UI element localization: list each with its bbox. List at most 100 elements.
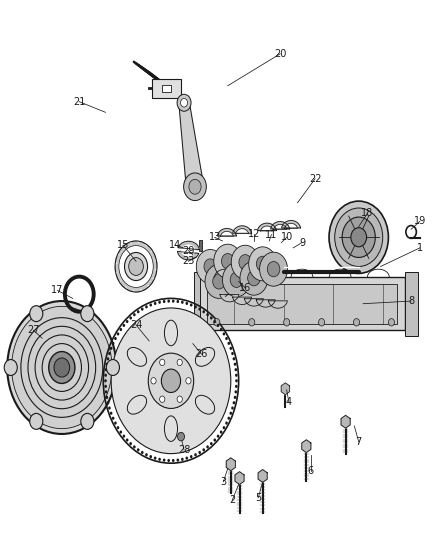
Circle shape (196, 249, 224, 284)
Circle shape (129, 442, 132, 445)
Circle shape (184, 173, 206, 200)
Circle shape (227, 342, 230, 345)
Polygon shape (143, 285, 148, 290)
Circle shape (104, 379, 107, 382)
Circle shape (335, 208, 383, 266)
Polygon shape (121, 248, 126, 251)
Polygon shape (271, 222, 290, 229)
Polygon shape (117, 271, 120, 276)
Polygon shape (136, 241, 140, 245)
Text: 23: 23 (182, 256, 194, 266)
Circle shape (217, 324, 219, 327)
Circle shape (227, 417, 230, 420)
Polygon shape (235, 472, 244, 484)
Circle shape (137, 448, 140, 451)
Circle shape (235, 379, 238, 382)
Circle shape (120, 328, 122, 331)
Circle shape (145, 305, 148, 309)
Text: 2: 2 (229, 495, 235, 505)
Circle shape (114, 422, 117, 425)
Polygon shape (119, 248, 124, 254)
Circle shape (154, 302, 156, 305)
Polygon shape (281, 383, 290, 394)
Circle shape (126, 320, 128, 323)
Circle shape (159, 359, 165, 366)
Ellipse shape (164, 320, 177, 346)
Bar (194, 272, 200, 336)
Circle shape (177, 94, 191, 111)
Polygon shape (132, 241, 136, 245)
Circle shape (230, 347, 232, 350)
Circle shape (141, 308, 144, 311)
Polygon shape (128, 243, 133, 246)
Circle shape (104, 374, 107, 377)
Polygon shape (177, 251, 199, 260)
Circle shape (7, 301, 117, 434)
Circle shape (167, 300, 170, 303)
Circle shape (177, 432, 184, 441)
Polygon shape (140, 241, 144, 246)
Circle shape (389, 319, 395, 326)
Circle shape (54, 358, 70, 377)
Ellipse shape (195, 395, 215, 414)
Text: 24: 24 (130, 320, 142, 330)
Circle shape (206, 445, 209, 448)
Polygon shape (124, 243, 129, 248)
Circle shape (159, 396, 165, 402)
Text: 11: 11 (265, 230, 278, 240)
Polygon shape (258, 470, 267, 482)
Circle shape (230, 272, 243, 287)
Polygon shape (153, 262, 157, 266)
Circle shape (186, 377, 191, 384)
Polygon shape (233, 226, 251, 233)
Circle shape (110, 411, 113, 415)
Text: 28: 28 (178, 445, 190, 455)
Text: 18: 18 (361, 208, 374, 219)
Text: 5: 5 (255, 492, 261, 503)
Circle shape (260, 252, 288, 286)
Bar (199, 240, 202, 251)
Circle shape (234, 362, 237, 366)
Polygon shape (217, 229, 237, 236)
Text: 4: 4 (286, 397, 292, 407)
Text: 3: 3 (220, 477, 226, 487)
Circle shape (204, 259, 216, 274)
Circle shape (177, 359, 182, 366)
Circle shape (206, 313, 209, 316)
Circle shape (148, 353, 194, 408)
Circle shape (123, 324, 125, 327)
Text: 15: 15 (117, 240, 129, 250)
Circle shape (267, 262, 280, 277)
Circle shape (141, 451, 144, 454)
Polygon shape (153, 266, 157, 271)
Bar (405, 272, 418, 336)
Circle shape (249, 319, 255, 326)
Circle shape (198, 308, 201, 311)
Circle shape (186, 302, 188, 305)
Circle shape (186, 457, 188, 460)
Circle shape (217, 434, 219, 438)
Circle shape (133, 313, 136, 316)
Text: 6: 6 (307, 466, 314, 476)
Polygon shape (121, 282, 126, 288)
Polygon shape (136, 288, 140, 292)
Circle shape (177, 396, 182, 402)
Circle shape (202, 448, 205, 451)
Circle shape (133, 445, 136, 448)
Circle shape (107, 357, 110, 360)
Polygon shape (146, 282, 151, 285)
Circle shape (112, 342, 114, 345)
Polygon shape (233, 297, 251, 304)
Polygon shape (244, 298, 263, 306)
Text: 13: 13 (208, 232, 221, 243)
Circle shape (202, 310, 205, 313)
Text: 27: 27 (27, 325, 40, 335)
Circle shape (151, 377, 156, 384)
Polygon shape (128, 287, 133, 292)
Circle shape (225, 422, 228, 425)
Circle shape (318, 319, 325, 326)
Circle shape (234, 390, 237, 393)
Text: 10: 10 (281, 232, 293, 243)
Circle shape (198, 451, 201, 454)
Polygon shape (151, 252, 155, 258)
